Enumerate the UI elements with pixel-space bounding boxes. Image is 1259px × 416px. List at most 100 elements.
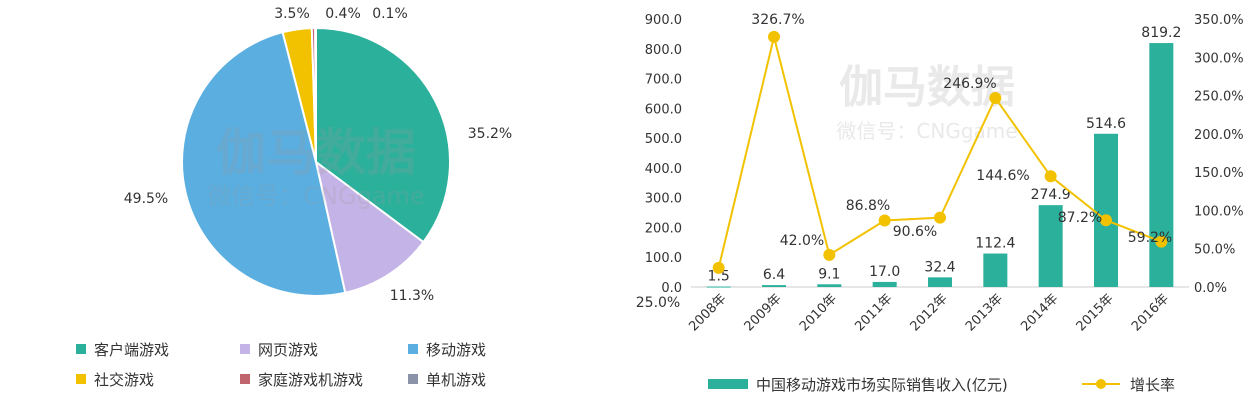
legend-label: 社交游戏 <box>94 371 154 389</box>
y-left-tick-label: 200.0 <box>645 221 682 236</box>
watermark-logo: 伽马数据 <box>839 62 1015 113</box>
growth-rate-label: 246.9% <box>943 76 996 92</box>
legend-item: 网页游戏 <box>240 341 318 359</box>
legend-swatch <box>708 379 748 389</box>
revenue-bar-label: 17.0 <box>869 264 900 280</box>
y-right-tick-label: 200.0% <box>1194 128 1244 143</box>
legend-label: 中国移动游戏市场实际销售收入(亿元) <box>756 376 1008 394</box>
x-tick-label: 2009年 <box>742 291 785 334</box>
legend-item: 移动游戏 <box>408 341 486 359</box>
revenue-bar <box>706 286 731 288</box>
y-left-tick-label: 0.0 <box>661 281 682 296</box>
y-left-tick-label: 700.0 <box>645 73 682 88</box>
growth-rate-point <box>823 248 836 261</box>
growth-rate-label: 86.8% <box>846 198 890 214</box>
pie-slice-label: 11.3% <box>390 288 434 304</box>
revenue-bar-label: 6.4 <box>763 267 785 283</box>
legend-item: 增长率 <box>1082 376 1175 394</box>
growth-rate-point <box>1155 235 1168 248</box>
revenue-bar <box>1038 205 1063 287</box>
pie-slice <box>315 26 451 244</box>
legend-marker <box>1096 379 1106 389</box>
growth-rate-label: 87.2% <box>1058 210 1102 226</box>
growth-rate-label: 90.6% <box>893 224 937 240</box>
mobile-revenue-combo-panel: 伽马数据微信号：CNGgame 0.0 100.0 200.0 300.0 400.0 50… <box>620 0 1259 412</box>
pie-slice <box>314 26 317 163</box>
y-right-tick-label: 0.0% <box>1194 281 1227 296</box>
watermark-wechat: 微信号：CNGgame <box>207 182 424 210</box>
legend-swatch <box>240 344 250 354</box>
y-left-tick-label: 400.0 <box>645 162 682 177</box>
revenue-bar-label: 819.2 <box>1141 25 1181 41</box>
watermark-wechat: 微信号：CNGgame <box>836 119 1017 143</box>
revenue-bar <box>983 253 1008 287</box>
x-tick-label: 2014年 <box>1018 291 1061 334</box>
x-tick-label: 2012年 <box>908 291 951 334</box>
x-tick-label: 2013年 <box>963 291 1006 334</box>
y-right-tick-label: 250.0% <box>1194 90 1244 105</box>
y-left-tick-label: 500.0 <box>645 132 682 147</box>
legend-item: 社交游戏 <box>76 371 154 389</box>
growth-rate-label: 42.0% <box>780 233 824 249</box>
pie-slice-label: 0.4% <box>325 6 361 22</box>
pie-slice-label: 35.2% <box>468 126 512 142</box>
y-left-tick-label: 300.0 <box>645 192 682 207</box>
revenue-bar <box>817 284 842 287</box>
legend-swatch <box>240 374 250 384</box>
market-share-pie-panel: 35.2% 11.3% 49.5% 3.5% 0.4% 0.1% 伽马数据 微信号：CNGga… <box>0 0 620 412</box>
legend-label: 移动游戏 <box>426 341 486 359</box>
revenue-bar <box>762 285 786 287</box>
legend-item: 单机游戏 <box>408 371 486 389</box>
growth-rate-point <box>878 214 891 227</box>
legend-item: 家庭游戏机游戏 <box>240 371 363 389</box>
growth-rate-point <box>768 30 780 43</box>
y-left-tick-label: 100.0 <box>645 251 682 266</box>
x-tick-label: 2016年 <box>1129 291 1172 334</box>
revenue-bar-label: 514.6 <box>1086 116 1126 132</box>
growth-rate-point <box>934 211 946 224</box>
market-share-pie-chart: 35.2% 11.3% 49.5% 3.5% 0.4% 0.1% 伽马数据微信号：CNGga… <box>76 6 512 389</box>
y-left-tick-label: 800.0 <box>645 43 682 58</box>
revenue-bar <box>1094 133 1118 287</box>
legend-swatch <box>76 374 86 384</box>
revenue-bar-label: 274.9 <box>1031 187 1071 203</box>
growth-rate-point <box>1100 214 1112 227</box>
y-right-tick-label: 50.0% <box>1194 243 1235 258</box>
revenue-bar <box>1149 43 1174 288</box>
revenue-bar-label: 112.4 <box>975 236 1015 252</box>
y-left-tick-label: 900.0 <box>645 13 682 28</box>
legend-label: 增长率 <box>1130 376 1175 394</box>
growth-rate-label: 59.2% <box>1128 230 1172 246</box>
pie-slice-label: 3.5% <box>274 6 310 22</box>
x-tick-label: 2015年 <box>1074 291 1117 334</box>
legend-item: 客户端游戏 <box>76 341 169 359</box>
pie-slice-label: 49.5% <box>124 191 168 207</box>
growth-rate-label: 144.6% <box>976 168 1029 184</box>
revenue-bar <box>928 277 952 287</box>
legend-swatch <box>76 344 86 354</box>
y-right-tick-label: 350.0% <box>1194 13 1244 28</box>
pie-slice-label: 0.1% <box>372 6 408 22</box>
y-right-tick-label: 150.0% <box>1194 166 1244 181</box>
legend-label: 单机游戏 <box>426 371 486 389</box>
legend-label: 网页游戏 <box>258 341 318 359</box>
revenue-bar-label: 32.4 <box>924 259 955 275</box>
revenue-bar-label: 9.1 <box>818 266 840 282</box>
growth-rate-label: 326.7% <box>751 12 804 28</box>
revenue-bar-label: 1.5 <box>708 269 730 285</box>
y-right-tick-label: 100.0% <box>1194 204 1244 219</box>
legend-label: 客户端游戏 <box>94 341 169 359</box>
growth-rate-point <box>712 261 725 274</box>
watermark-logo: 伽马数据 <box>216 124 416 182</box>
x-tick-label: 2008年 <box>686 291 729 334</box>
y-left-tick-label: 600.0 <box>645 102 682 117</box>
growth-rate-point <box>989 91 1002 104</box>
growth-rate-point <box>1044 170 1057 183</box>
legend-swatch <box>408 374 418 384</box>
pie-slice <box>314 159 425 294</box>
pie-slice <box>181 30 347 297</box>
legend-label: 家庭游戏机游戏 <box>258 371 363 389</box>
x-tick-label: 2010年 <box>797 291 840 334</box>
revenue-bar <box>872 281 897 287</box>
